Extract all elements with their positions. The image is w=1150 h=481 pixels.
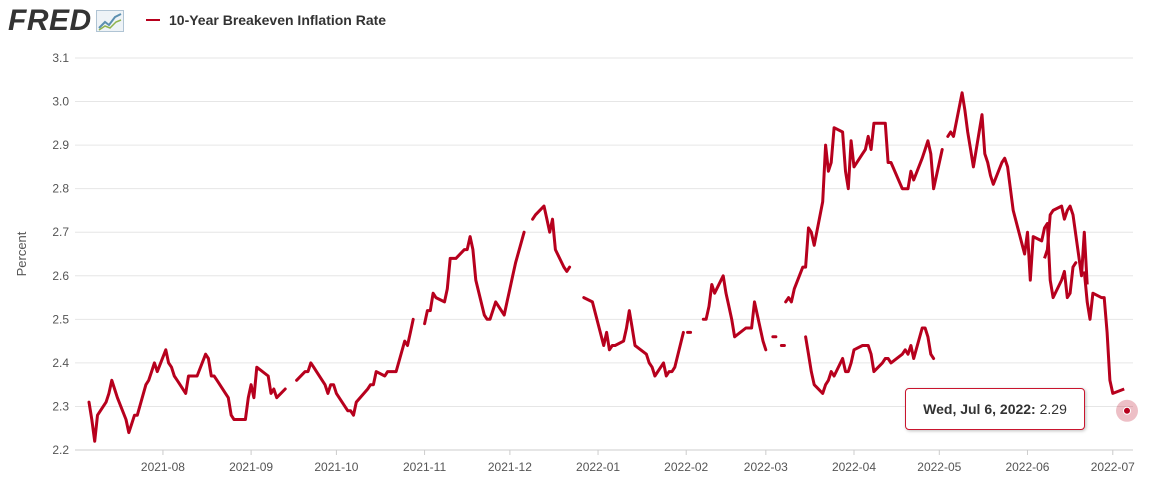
x-tick-label: 2021-12 bbox=[488, 460, 532, 474]
series-segment bbox=[701, 274, 768, 352]
x-tick-label: 2021-10 bbox=[314, 460, 358, 474]
x-tick-label: 2022-01 bbox=[576, 460, 620, 474]
logo-chart-icon bbox=[95, 10, 124, 32]
series-segment bbox=[1082, 271, 1125, 395]
series-segment bbox=[295, 317, 415, 417]
chart-header: FRED 10-Year Breakeven Inflation Rate bbox=[0, 0, 1150, 44]
tooltip-date: Wed, Jul 6, 2022: bbox=[923, 401, 1036, 417]
y-tick-label: 2.3 bbox=[52, 399, 69, 413]
x-tick-label: 2022-06 bbox=[1005, 460, 1049, 474]
legend-label: 10-Year Breakeven Inflation Rate bbox=[169, 12, 387, 28]
x-tick-label: 2021-11 bbox=[403, 460, 446, 474]
series-segment bbox=[804, 326, 936, 395]
series-segment bbox=[582, 296, 685, 378]
x-tick-label: 2022-02 bbox=[664, 460, 708, 474]
y-tick-label: 2.9 bbox=[52, 138, 69, 152]
y-tick-label: 2.6 bbox=[52, 269, 69, 283]
series-segment bbox=[784, 121, 944, 304]
x-tick-label: 2022-04 bbox=[832, 460, 876, 474]
highlight-point bbox=[1123, 406, 1131, 415]
logo-text: FRED bbox=[8, 4, 92, 37]
fred-logo[interactable]: FRED bbox=[8, 4, 124, 38]
y-tick-label: 2.2 bbox=[52, 443, 69, 457]
y-tick-label: 2.7 bbox=[52, 225, 69, 239]
line-chart[interactable]: 2.2 2.3 2.4 2.5 2.6 2.7 2.8 2.9 3.0 3.1 2021-08 202… bbox=[0, 44, 1150, 481]
tooltip-value: 2.29 bbox=[1039, 401, 1067, 417]
chart-tooltip: Wed, Jul 6, 2022: 2.29 bbox=[905, 388, 1085, 430]
series-segment bbox=[1043, 204, 1089, 285]
x-tick-label: 2021-09 bbox=[229, 460, 273, 474]
y-axis-title: Percent bbox=[14, 231, 29, 276]
x-tick-label: 2021-08 bbox=[141, 460, 185, 474]
legend-swatch bbox=[146, 19, 160, 21]
chart-legend[interactable]: 10-Year Breakeven Inflation Rate bbox=[146, 12, 386, 28]
y-tick-label: 2.8 bbox=[52, 182, 69, 196]
series-segment bbox=[946, 91, 1078, 300]
y-tick-label: 2.5 bbox=[52, 312, 69, 326]
y-tick-label: 3.1 bbox=[52, 51, 69, 65]
y-tick-label: 2.4 bbox=[52, 356, 69, 370]
series-segment bbox=[423, 230, 526, 326]
series-segment bbox=[87, 348, 287, 443]
y-tick-label: 3.0 bbox=[52, 95, 69, 109]
x-tick-label: 2022-05 bbox=[917, 460, 961, 474]
x-tick-label: 2022-07 bbox=[1091, 460, 1135, 474]
x-tick-label: 2022-03 bbox=[744, 460, 788, 474]
series-segment bbox=[531, 204, 572, 273]
